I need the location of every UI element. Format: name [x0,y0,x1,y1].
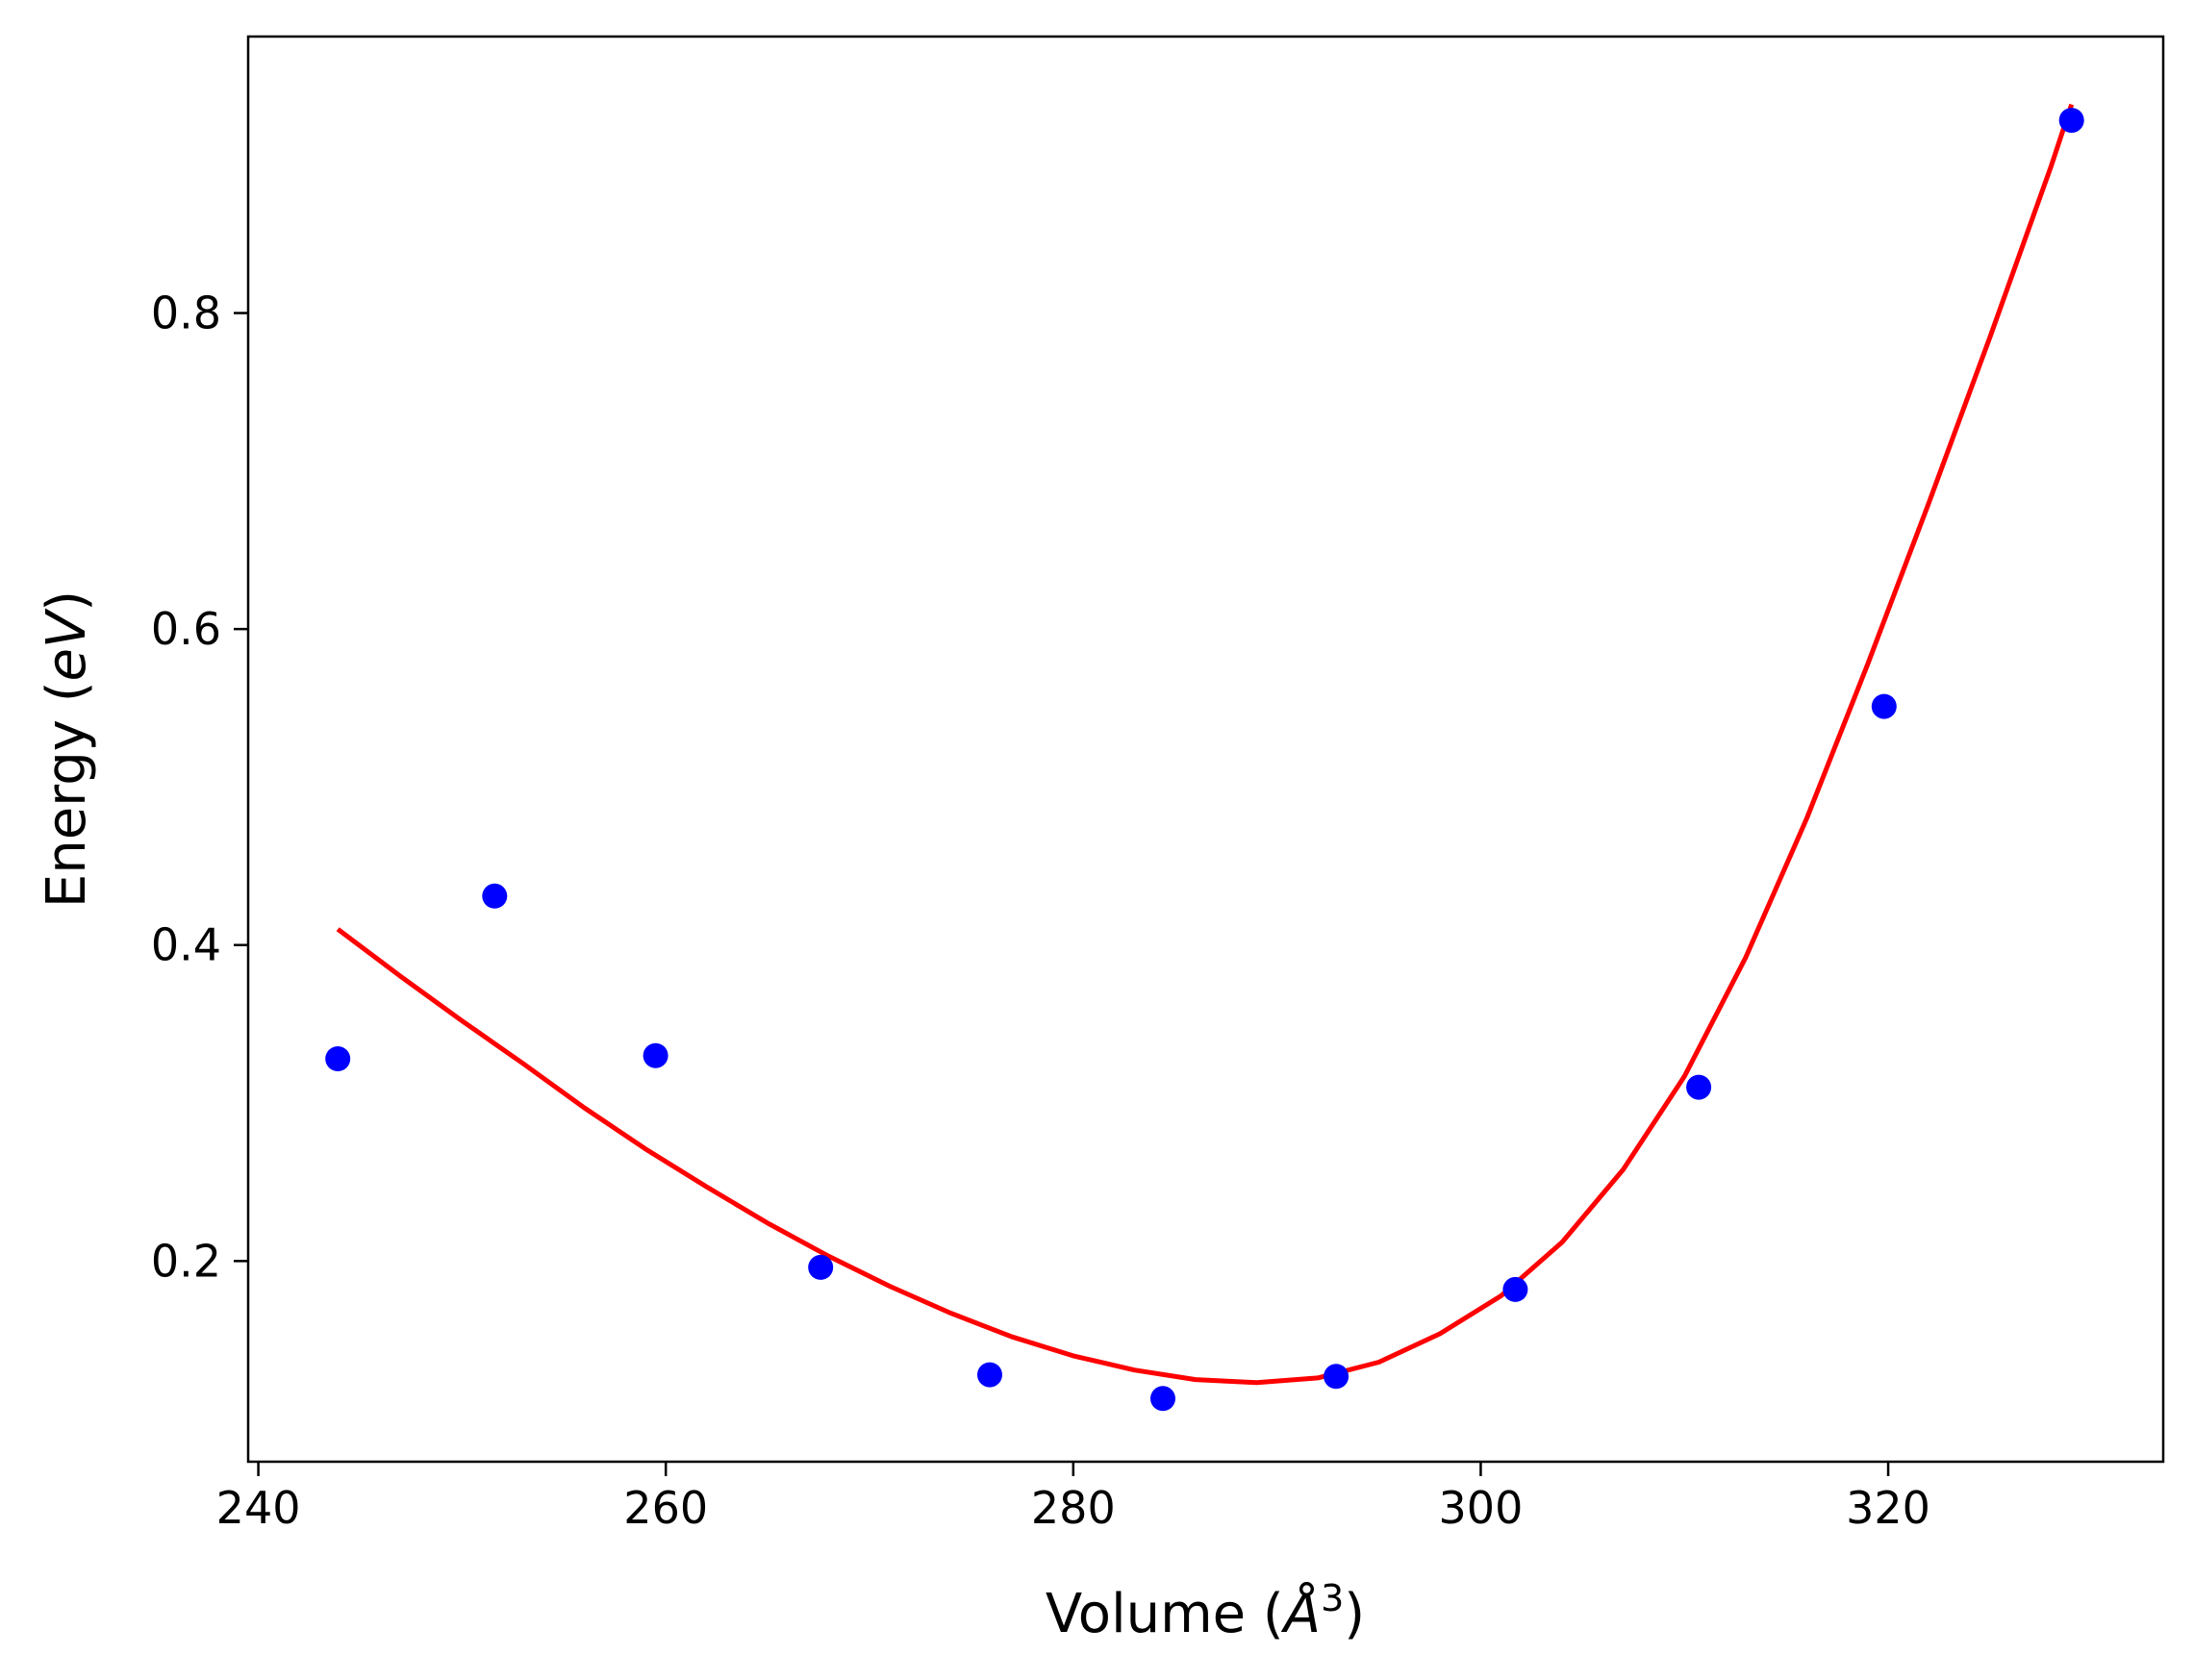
data-point [1502,1276,1528,1302]
data-point [482,883,508,909]
x-tick-label: 280 [1031,1482,1116,1534]
data-point [1324,1364,1349,1390]
data-point [1686,1074,1712,1100]
y-tick-label: 0.4 [151,919,221,971]
y-axis: 0.2 0.4 0.6 0.8 [151,288,248,1287]
x-tick-label: 300 [1439,1482,1524,1534]
y-tick-label: 0.2 [151,1235,221,1287]
x-tick-label: 240 [216,1482,301,1534]
fit-curve [336,103,2075,1386]
x-tick-label: 260 [623,1482,708,1534]
data-point [325,1046,351,1071]
x-axis: 240 260 280 300 320 [216,1462,1930,1534]
data-point [1871,693,1897,719]
data-point [2058,108,2084,134]
y-tick-label: 0.6 [151,603,221,655]
x-axis-label: Volume (Å3) [1046,1577,1365,1645]
y-axis-label: Energy (eV) [36,590,98,908]
data-point [1150,1386,1175,1412]
data-point [808,1254,834,1280]
x-tick-label: 320 [1846,1482,1930,1534]
axes-frame [246,35,2165,1464]
data-point [643,1042,668,1068]
y-tick-label: 0.8 [151,288,221,339]
data-point [977,1362,1002,1388]
plot-area [325,103,2084,1412]
